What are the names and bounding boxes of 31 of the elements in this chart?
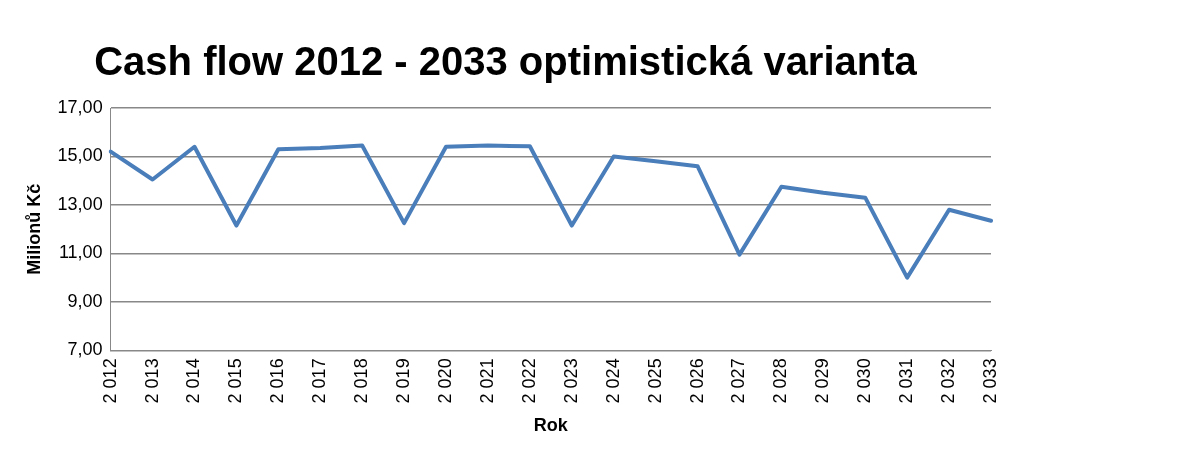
- x-tick-label: 2 015: [225, 358, 246, 404]
- x-tick-label: 2 021: [476, 358, 497, 404]
- y-tick-label: 13,00: [57, 193, 103, 214]
- x-tick-label: 2 030: [854, 358, 875, 404]
- x-tick-label: 2 024: [602, 358, 623, 404]
- x-tick-label: 2 016: [267, 358, 288, 404]
- x-tick-label: 2 017: [309, 358, 330, 404]
- x-tick-label: 2 022: [518, 358, 539, 404]
- chart-title: Cash flow 2012 - 2033 optimistická varianta: [94, 39, 918, 84]
- y-tick-label: 15,00: [57, 145, 103, 166]
- x-tick-label: 2 018: [351, 358, 372, 404]
- y-tick-label: 9,00: [67, 290, 103, 311]
- x-tick-label: 2 023: [560, 358, 581, 404]
- x-tick-label: 2 027: [728, 358, 749, 404]
- y-axis-title: Milionů Kč: [23, 183, 44, 275]
- x-tick-label: 2 032: [938, 358, 959, 404]
- x-tick-label: 2 012: [99, 358, 120, 404]
- x-tick-label: 2 019: [393, 358, 414, 404]
- x-tick-label: 2 026: [686, 358, 707, 404]
- x-tick-label: 2 028: [770, 358, 791, 404]
- x-tick-label: 2 014: [183, 358, 204, 404]
- x-tick-label: 2 033: [979, 358, 1000, 404]
- y-tick-label: 11,00: [58, 242, 103, 263]
- x-tick-label: 2 020: [434, 358, 455, 404]
- x-axis-title: Rok: [533, 415, 569, 436]
- x-tick-label: 2 029: [812, 358, 833, 404]
- y-tick-label: 17,00: [57, 96, 103, 117]
- x-tick-label: 2 013: [141, 358, 162, 404]
- y-tick-label: 7,00: [67, 339, 103, 360]
- x-tick-label: 2 025: [644, 358, 665, 404]
- x-tick-label: 2 031: [896, 358, 917, 404]
